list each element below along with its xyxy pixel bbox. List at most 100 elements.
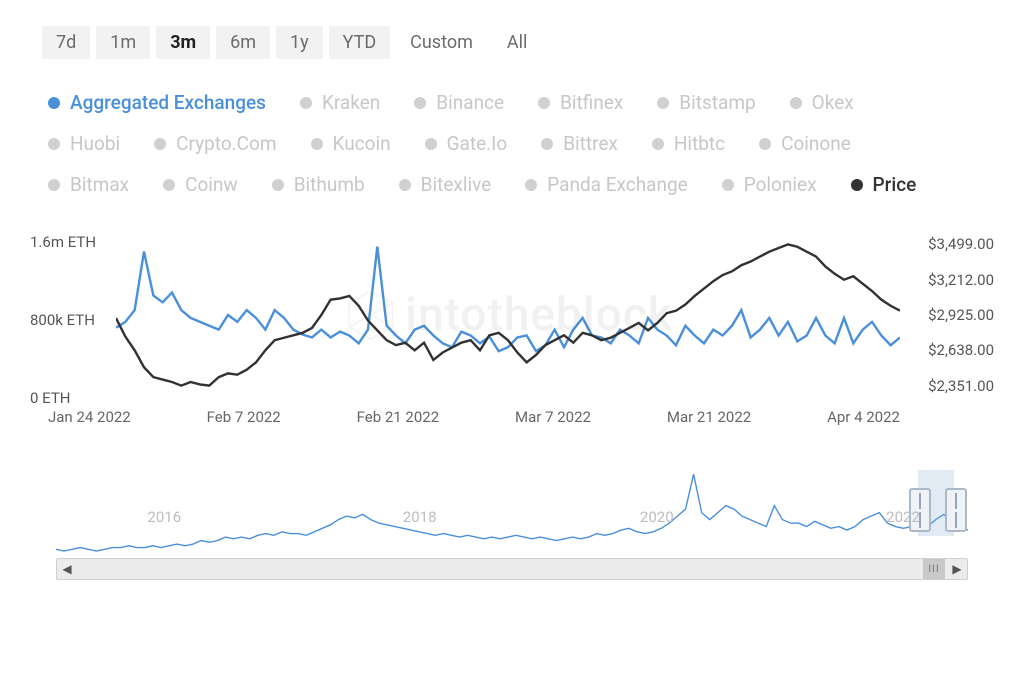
overview-year: 2018 [403,508,437,526]
legend-item-bitmax[interactable]: Bitmax [48,173,129,196]
timerange-tabs: 7d1m3m6m1yYTDCustomAll [24,18,1000,77]
legend-dot-icon [300,97,312,109]
legend-item-hitbtc[interactable]: Hitbtc [652,132,725,155]
legend-label: Bittrex [563,132,618,155]
scroll-right-button[interactable]: ▶ [947,560,967,578]
legend-label: Coinone [781,132,851,155]
legend-label: Poloniex [744,173,817,196]
axis-tick: $2,638.00 [906,341,1000,359]
legend-dot-icon [48,97,60,109]
x-tick: Apr 4 2022 [827,408,900,442]
legend-label: Binance [436,91,504,114]
legend-item-aggregated-exchanges[interactable]: Aggregated Exchanges [48,91,266,114]
legend-label: Kraken [322,91,380,114]
legend-dot-icon [652,138,664,150]
legend-dot-icon [425,138,437,150]
legend-dot-icon [657,97,669,109]
legend-item-price[interactable]: Price [851,173,917,196]
legend-dot-icon [399,179,411,191]
axis-tick: $3,499.00 [906,235,1000,253]
legend-dot-icon [541,138,553,150]
tab-6m[interactable]: 6m [216,26,270,59]
overview-plot[interactable]: 2016 2018 2020 2022 [56,470,968,558]
legend-label: Crypto.Com [176,132,276,155]
x-tick: Feb 21 2022 [357,408,440,442]
legend-dot-icon [414,97,426,109]
legend-item-bithumb[interactable]: Bithumb [272,173,365,196]
scroll-thumb[interactable]: III [923,559,945,579]
plot-area[interactable]: intotheblock [116,232,900,398]
legend-dot-icon [722,179,734,191]
y-axis-right: $3,499.00 $3,212.00 $2,925.00 $2,638.00 $2,3… [906,232,1000,398]
axis-tick: 800k ETH [24,311,110,329]
legend-item-kraken[interactable]: Kraken [300,91,380,114]
tab-3m[interactable]: 3m [156,26,210,59]
legend-dot-icon [163,179,175,191]
x-tick: Feb 7 2022 [207,408,281,442]
legend-item-gate-io[interactable]: Gate.Io [425,132,508,155]
legend-item-okex[interactable]: Okex [790,91,854,114]
legend-label: Bitstamp [679,91,755,114]
axis-tick: 1.6m ETH [24,233,110,251]
legend-item-bitfinex[interactable]: Bitfinex [538,91,623,114]
x-axis: Jan 24 2022 Feb 7 2022 Feb 21 2022 Mar 7 20… [48,408,900,442]
main-chart: 1.6m ETH 800k ETH 0 ETH intotheblock $3,49… [24,232,1000,442]
legend-item-bittrex[interactable]: Bittrex [541,132,618,155]
legend-item-coinw[interactable]: Coinw [163,173,238,196]
x-tick: Mar 7 2022 [515,408,591,442]
range-handle-right[interactable] [945,488,967,532]
legend-item-poloniex[interactable]: Poloniex [722,173,817,196]
x-tick: Jan 24 2022 [48,408,131,442]
legend-label: Okex [812,91,854,114]
legend-item-huobi[interactable]: Huobi [48,132,120,155]
axis-tick: $2,351.00 [906,377,1000,395]
tab-1m[interactable]: 1m [96,26,150,59]
legend-label: Huobi [70,132,120,155]
legend-dot-icon [525,179,537,191]
legend-item-coinone[interactable]: Coinone [759,132,851,155]
legend-item-kucoin[interactable]: Kucoin [311,132,391,155]
legend-label: Hitbtc [674,132,725,155]
legend-dot-icon [538,97,550,109]
axis-tick: $3,212.00 [906,271,1000,289]
tab-ytd[interactable]: YTD [329,26,391,59]
legend-item-crypto-com[interactable]: Crypto.Com [154,132,276,155]
tab-all[interactable]: All [493,26,542,59]
legend-item-panda-exchange[interactable]: Panda Exchange [525,173,688,196]
overview-year: 2020 [640,508,674,526]
legend-dot-icon [272,179,284,191]
overview-year: 2016 [147,508,181,526]
legend-label: Gate.Io [447,132,508,155]
legend-label: Bitfinex [560,91,623,114]
overview-chart: 2016 2018 2020 2022 ◀ III ▶ [24,470,1000,580]
legend-label: Coinw [185,173,238,196]
legend-item-bitexlive[interactable]: Bitexlive [399,173,492,196]
scroll-left-button[interactable]: ◀ [57,560,77,578]
overview-svg [56,470,968,558]
x-tick: Mar 21 2022 [667,408,751,442]
chart-widget: 7d1m3m6m1yYTDCustomAll Aggregated Exchan… [0,0,1024,683]
legend-label: Kucoin [333,132,391,155]
legend-dot-icon [759,138,771,150]
legend: Aggregated Exchanges Kraken Binance Bitfine… [24,77,948,196]
legend-dot-icon [48,179,60,191]
overview-year: 2022 [886,508,920,526]
overview-scrollbar[interactable]: ◀ III ▶ [56,558,968,580]
legend-item-bitstamp[interactable]: Bitstamp [657,91,755,114]
tab-custom[interactable]: Custom [396,26,487,59]
tab-7d[interactable]: 7d [42,26,90,59]
tab-1y[interactable]: 1y [276,26,323,59]
legend-label: Bitexlive [421,173,492,196]
legend-dot-icon [311,138,323,150]
legend-dot-icon [790,97,802,109]
legend-label: Panda Exchange [547,173,688,196]
legend-label: Aggregated Exchanges [70,91,266,114]
legend-dot-icon [48,138,60,150]
legend-label: Bithumb [294,173,365,196]
axis-tick: $2,925.00 [906,306,1000,324]
legend-dot-icon [154,138,166,150]
legend-label: Price [873,173,917,196]
chart-lines-svg [116,232,900,398]
axis-tick: 0 ETH [24,389,110,407]
legend-item-binance[interactable]: Binance [414,91,504,114]
